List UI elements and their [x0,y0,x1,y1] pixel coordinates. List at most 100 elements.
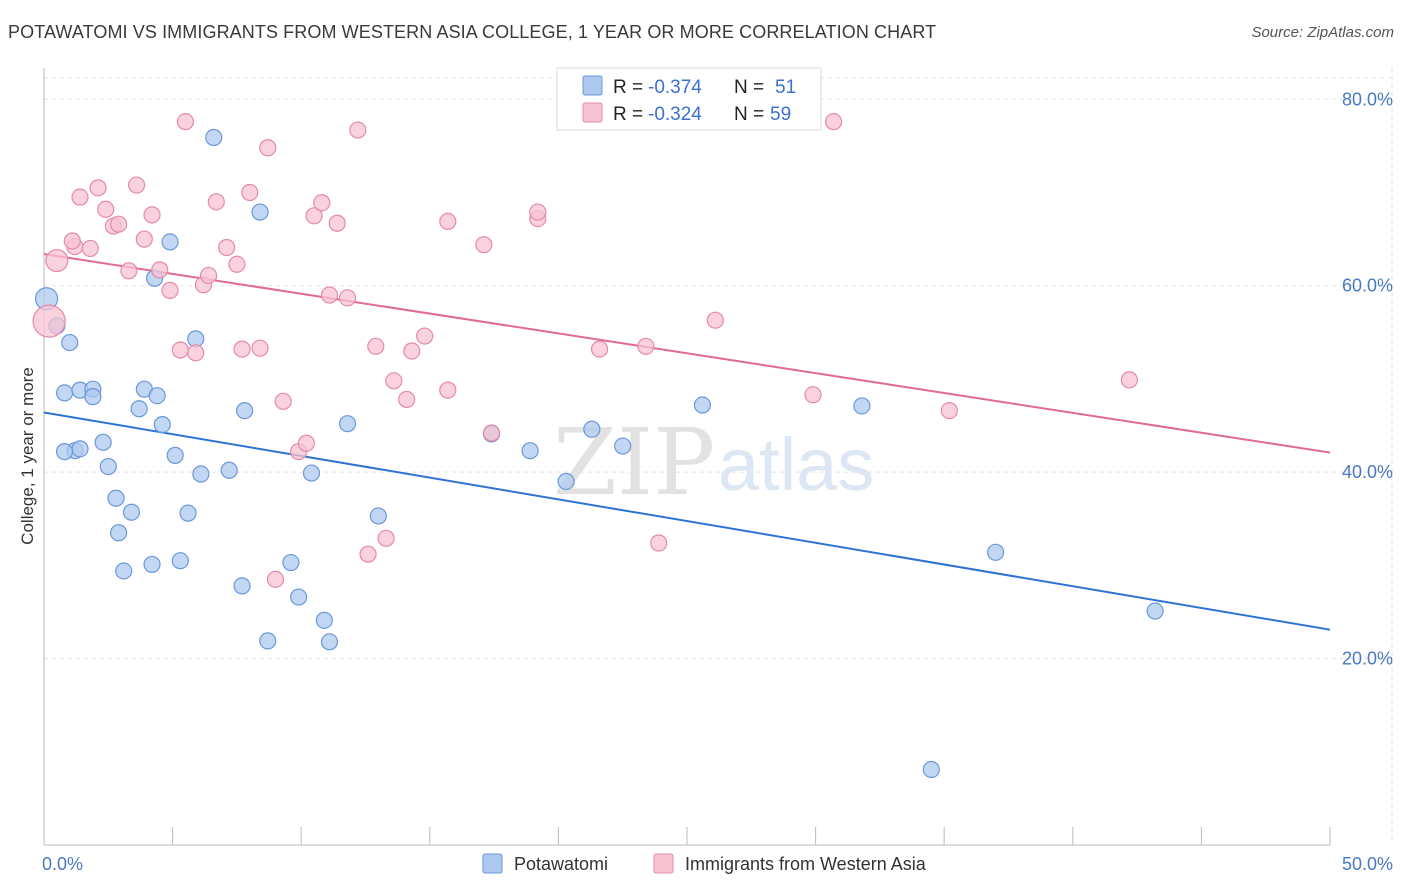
point-western-asia [804,386,822,404]
point-potawatomi [84,388,102,406]
point-potawatomi [179,504,197,522]
legend-swatch-western-asia [582,102,603,123]
point-western-asia [32,304,66,338]
point-potawatomi [922,760,940,779]
point-potawatomi [259,632,277,650]
point-potawatomi [109,524,128,542]
data-points [32,113,1164,779]
point-western-asia [89,179,107,197]
point-western-asia [482,424,501,442]
point-western-asia [187,344,205,362]
point-western-asia [109,215,128,233]
point-potawatomi [130,400,148,418]
point-western-asia [274,392,292,410]
point-western-asia [439,381,457,399]
point-potawatomi [94,433,112,451]
point-western-asia [320,286,339,304]
point-western-asia [81,239,99,258]
point-potawatomi [148,387,166,405]
point-potawatomi [115,562,133,580]
point-potawatomi [107,489,125,507]
point-western-asia [590,340,609,358]
point-potawatomi [122,503,141,521]
point-potawatomi [236,402,254,420]
point-potawatomi [320,633,339,651]
watermark-atlas: atlas [718,423,874,506]
point-western-asia [706,311,724,329]
point-western-asia [207,193,225,211]
bottom-legend-swatch-western-asia [653,853,674,874]
point-potawatomi [233,577,251,595]
point-western-asia [176,113,195,131]
legend-swatch-potawatomi [582,75,603,96]
point-potawatomi [143,555,161,574]
point-potawatomi [55,384,74,402]
point-western-asia [475,236,493,254]
point-western-asia [71,188,89,206]
point-western-asia [143,206,161,224]
axes [43,68,1331,846]
x-tick-label-end: 50.0% [1342,854,1393,874]
point-western-asia [161,281,179,299]
point-western-asia [1120,371,1138,389]
point-western-asia [120,262,138,280]
watermark-zip: ZIP [553,409,715,516]
point-western-asia [127,176,146,194]
point-western-asia [940,402,958,420]
y-tick-label: 20.0% [1342,649,1393,669]
point-potawatomi [369,507,387,525]
point-western-asia [305,207,323,225]
point-western-asia [97,200,115,218]
point-potawatomi [290,588,308,606]
point-western-asia [313,194,331,212]
x-tick-labels: 0.0% 50.0% [42,854,1393,874]
point-western-asia [377,529,395,547]
point-potawatomi [302,464,321,482]
point-western-asia [228,255,246,273]
point-potawatomi [987,543,1005,561]
chart-title: POTAWATOMI VS IMMIGRANTS FROM WESTERN AS… [8,22,937,42]
legend-r-label-1: R = [613,77,643,98]
y-tick-label: 60.0% [1342,276,1393,296]
point-western-asia [403,342,421,360]
point-potawatomi [220,461,238,479]
y-tick-label: 80.0% [1342,89,1393,109]
point-western-asia [367,337,385,355]
point-western-asia [328,214,346,232]
point-western-asia [359,545,377,563]
point-potawatomi [315,611,333,629]
legend-n-label-2: N = [734,104,764,125]
point-potawatomi [693,396,712,414]
point-western-asia [151,261,169,279]
point-potawatomi [557,472,575,491]
point-western-asia [825,113,843,131]
point-western-asia [251,339,269,357]
point-western-asia [529,203,547,221]
x-tick-label-start: 0.0% [42,854,83,874]
legend-n-value-1: 51 [775,77,796,98]
point-potawatomi [583,420,601,438]
y-tick-label: 40.0% [1342,462,1393,482]
trend-line-western-asia [43,253,1331,454]
point-western-asia [218,238,236,257]
trend-line-potawatomi [43,411,1331,631]
legend-r-label-2: R = [613,104,643,125]
point-potawatomi [55,443,74,461]
bottom-legend-label-western-asia: Immigrants from Western Asia [685,854,927,874]
stats-legend: R = -0.374 N = 51 R = -0.324 N = 59 [556,67,822,131]
bottom-legend-swatch-potawatomi [482,853,503,874]
point-western-asia [398,390,416,409]
grid-lines [44,68,1393,845]
point-potawatomi [521,442,539,460]
watermark: ZIP atlas [553,409,874,516]
point-western-asia [416,327,434,345]
point-western-asia [439,212,457,230]
point-western-asia [45,248,69,273]
point-potawatomi [171,552,189,570]
point-western-asia [200,266,218,285]
point-western-asia [266,570,285,588]
point-potawatomi [338,415,357,433]
point-western-asia [338,289,357,307]
point-potawatomi [99,457,117,476]
